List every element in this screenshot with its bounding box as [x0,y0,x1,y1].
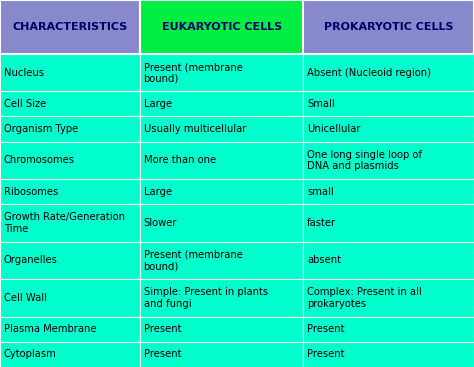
Bar [0,116,140,142]
Text: small: small [307,187,334,197]
Text: Unicellular: Unicellular [307,124,361,134]
Bar [140,342,303,367]
Text: Growth Rate/Generation
Time: Growth Rate/Generation Time [4,212,125,233]
Bar [0,279,140,317]
Text: Absent (Nucleoid region): Absent (Nucleoid region) [307,68,431,77]
Bar [303,91,474,116]
Text: Ribosomes: Ribosomes [4,187,58,197]
Text: Organism Type: Organism Type [4,124,78,134]
Bar [0,142,140,179]
Bar [303,204,474,242]
Bar [140,0,303,54]
Text: Cell Size: Cell Size [4,99,46,109]
Text: CHARACTERISTICS: CHARACTERISTICS [12,22,128,32]
Bar [0,54,140,91]
Bar [140,179,303,204]
Text: Slower: Slower [144,218,177,228]
Text: Present (membrane
bound): Present (membrane bound) [144,250,243,271]
Text: Present: Present [144,324,181,334]
Bar [0,317,140,342]
Bar [140,242,303,279]
Text: Chromosomes: Chromosomes [4,155,75,166]
Bar [140,142,303,179]
Bar [0,242,140,279]
Bar [140,204,303,242]
Bar [303,116,474,142]
Text: Cell Wall: Cell Wall [4,293,47,303]
Text: Present (membrane
bound): Present (membrane bound) [144,62,243,83]
Text: Present: Present [307,324,345,334]
Text: One long single loop of
DNA and plasmids: One long single loop of DNA and plasmids [307,150,422,171]
Bar [303,279,474,317]
Text: Cytoplasm: Cytoplasm [4,349,56,359]
Bar [303,342,474,367]
Text: Nucleus: Nucleus [4,68,44,77]
Text: Present: Present [144,349,181,359]
Text: Complex: Present in all
prokaryotes: Complex: Present in all prokaryotes [307,287,422,309]
Bar [303,242,474,279]
Text: Simple: Present in plants
and fungi: Simple: Present in plants and fungi [144,287,268,309]
Text: absent: absent [307,255,341,265]
Bar [0,0,140,54]
Bar [303,317,474,342]
Bar [140,116,303,142]
Text: EUKARYOTIC CELLS: EUKARYOTIC CELLS [162,22,282,32]
Bar [303,142,474,179]
Bar [0,204,140,242]
Text: Organelles: Organelles [4,255,58,265]
Bar [303,179,474,204]
Text: Plasma Membrane: Plasma Membrane [4,324,96,334]
Bar [0,91,140,116]
Bar [140,317,303,342]
Bar [303,0,474,54]
Bar [140,279,303,317]
Bar [140,54,303,91]
Bar [0,179,140,204]
Bar [303,54,474,91]
Text: Large: Large [144,187,172,197]
Text: More than one: More than one [144,155,216,166]
Text: PROKARYOTIC CELLS: PROKARYOTIC CELLS [324,22,454,32]
Bar [0,342,140,367]
Bar [140,91,303,116]
Text: Present: Present [307,349,345,359]
Text: Small: Small [307,99,335,109]
Text: faster: faster [307,218,336,228]
Text: Usually multicellular: Usually multicellular [144,124,246,134]
Text: Large: Large [144,99,172,109]
